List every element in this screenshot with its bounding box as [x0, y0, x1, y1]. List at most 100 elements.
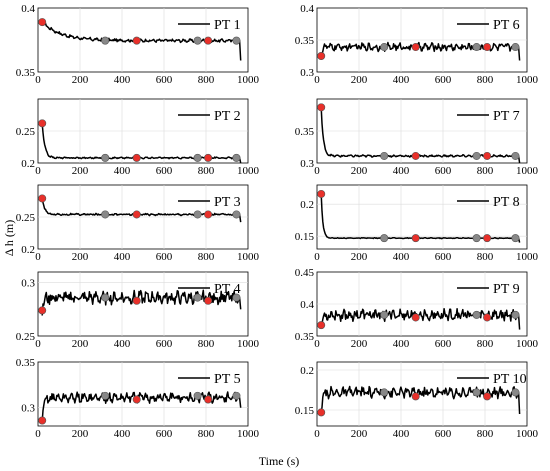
red-marker [204, 210, 213, 219]
gray-marker [193, 210, 202, 219]
gray-marker [232, 153, 241, 162]
legend-label: PT 6 [493, 18, 520, 33]
legend-label: PT 2 [214, 109, 241, 124]
red-marker [38, 119, 47, 128]
y-tick-label: 0.35 [16, 67, 36, 79]
x-tick-label: 200 [72, 338, 89, 350]
x-tick-label: 400 [393, 165, 410, 177]
y-tick-label: 0.4 [21, 3, 35, 15]
y-tick-label: 0.3 [300, 158, 314, 170]
y-tick-label: 0.4 [300, 3, 314, 15]
gray-marker [101, 391, 110, 400]
panel-pt5: 0 200 400 600 800 1000 0.3 0.35 PT 5 [16, 357, 260, 440]
x-tick-label: 600 [156, 338, 173, 350]
legend-label: PT 4 [214, 282, 241, 297]
x-tick-label: 800 [477, 251, 494, 263]
x-tick-label: 600 [156, 251, 173, 263]
x-tick-label: 800 [477, 338, 494, 350]
x-tick-label: 0 [314, 338, 320, 350]
y-tick-label: 0.2 [300, 199, 314, 211]
x-tick-label: 400 [393, 74, 410, 86]
gray-marker [511, 310, 520, 319]
y-tick-label: 0.35 [295, 35, 315, 47]
legend-label: PT 3 [214, 195, 241, 210]
x-tick-label: 600 [156, 74, 173, 86]
x-tick-label: 1000 [237, 74, 260, 86]
x-tick-label: 1000 [516, 428, 539, 440]
gray-marker [193, 391, 202, 400]
y-axis-label: Δ h (m) [2, 220, 16, 256]
red-marker [483, 151, 492, 160]
red-marker [38, 416, 47, 425]
y-tick-label: 0.45 [295, 267, 315, 279]
panel-pt2: 0 200 400 600 800 1000 0.2 0.25 PT 2 [16, 98, 260, 177]
red-marker [317, 321, 326, 330]
x-tick-label: 600 [435, 165, 452, 177]
y-tick-label: 0.35 [295, 126, 315, 138]
x-tick-label: 1000 [237, 428, 260, 440]
red-marker [483, 234, 492, 243]
legend-label: PT 8 [493, 195, 520, 210]
x-tick-label: 1000 [516, 165, 539, 177]
x-tick-label: 600 [156, 428, 173, 440]
red-marker [317, 103, 326, 112]
legend-label: PT 1 [214, 18, 241, 33]
gray-marker [472, 43, 481, 52]
x-tick-label: 600 [435, 338, 452, 350]
x-tick-label: 0 [314, 165, 320, 177]
x-tick-label: 800 [198, 74, 215, 86]
panel-pt6: 0 200 400 600 800 1000 0.3 0.35 0.4 PT 6 [295, 3, 539, 86]
gray-marker [101, 153, 110, 162]
x-tick-label: 0 [314, 428, 320, 440]
x-tick-label: 200 [351, 74, 368, 86]
y-tick-label: 0.25 [16, 331, 36, 343]
x-tick-label: 800 [198, 428, 215, 440]
red-marker [204, 153, 213, 162]
gray-marker [232, 36, 241, 45]
red-marker [132, 210, 141, 219]
x-tick-label: 0 [314, 251, 320, 263]
gray-marker [472, 310, 481, 319]
x-tick-label: 400 [114, 338, 131, 350]
x-tick-label: 0 [314, 74, 320, 86]
legend-label: PT 5 [214, 372, 241, 387]
gray-marker [101, 36, 110, 45]
x-tick-label: 600 [435, 428, 452, 440]
x-tick-label: 200 [351, 428, 368, 440]
x-tick-label: 200 [351, 251, 368, 263]
x-tick-label: 1000 [516, 74, 539, 86]
x-tick-label: 400 [393, 251, 410, 263]
panel-pt4: 0 200 400 600 800 1000 0.25 0.3 PT 4 [16, 271, 260, 350]
gray-marker [232, 210, 241, 219]
x-tick-label: 1000 [516, 251, 539, 263]
red-marker [132, 36, 141, 45]
x-tick-label: 1000 [237, 338, 260, 350]
red-marker [317, 189, 326, 198]
y-tick-label: 0.2 [300, 365, 314, 377]
legend-label: PT 10 [493, 372, 527, 387]
x-tick-label: 400 [114, 74, 131, 86]
y-tick-label: 0.2 [21, 244, 35, 256]
x-tick-label: 600 [435, 251, 452, 263]
panel-pt10: 0 200 400 600 800 1000 0.15 0.2 PT 10 [295, 361, 539, 440]
red-marker [317, 51, 326, 60]
x-tick-label: 200 [351, 338, 368, 350]
gray-marker [380, 151, 389, 160]
y-tick-label: 0.4 [300, 299, 314, 311]
y-tick-label: 0.15 [295, 231, 315, 243]
x-tick-label: 800 [198, 251, 215, 263]
x-tick-label: 600 [156, 165, 173, 177]
gray-marker [380, 388, 389, 397]
red-marker [411, 151, 420, 160]
red-marker [38, 18, 47, 27]
panel-pt8: 0 200 400 600 800 1000 0.15 0.2 PT 8 [295, 184, 539, 263]
red-marker [204, 395, 213, 404]
red-marker [317, 408, 326, 417]
y-tick-label: 0.2 [21, 158, 35, 170]
x-tick-label: 0 [35, 338, 41, 350]
x-tick-label: 0 [35, 251, 41, 263]
gray-marker [193, 293, 202, 302]
y-tick-label: 0.35 [16, 357, 36, 369]
gray-marker [472, 151, 481, 160]
